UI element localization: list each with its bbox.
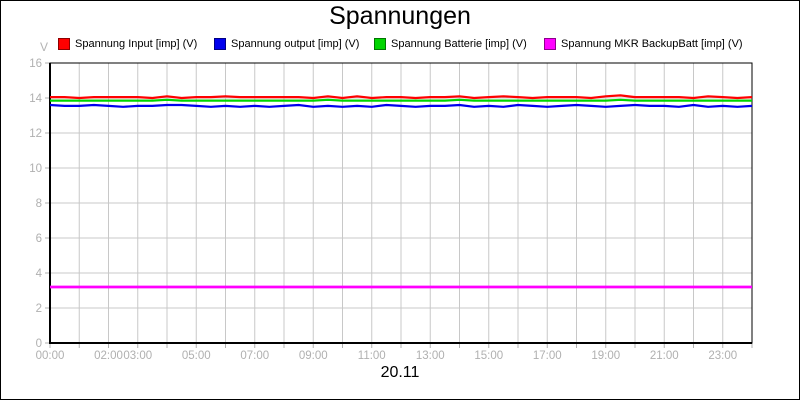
series-line-2 bbox=[50, 98, 752, 102]
y-tick-label: 0 bbox=[36, 338, 42, 350]
x-tick-label: 23:00 bbox=[708, 350, 737, 362]
y-tick-label: 14 bbox=[29, 93, 42, 105]
legend-swatch-icon bbox=[214, 38, 226, 50]
series-line-0 bbox=[50, 94, 753, 100]
series-line-1 bbox=[49, 103, 753, 108]
legend-label: Spannung Input [imp] (V) bbox=[75, 38, 198, 50]
x-tick-label: 03:00 bbox=[123, 350, 152, 362]
chart-title: Spannungen bbox=[329, 2, 471, 30]
x-tick-label: 07:00 bbox=[240, 350, 269, 362]
legend-swatch-icon bbox=[544, 38, 556, 50]
x-tick-label: 15:00 bbox=[474, 350, 503, 362]
legend-label: Spannung output [imp] (V) bbox=[231, 38, 360, 50]
x-axis-date-label: 20.11 bbox=[380, 364, 420, 381]
x-tick-label: 02:00 bbox=[94, 350, 123, 362]
y-tick-label: 12 bbox=[29, 128, 42, 140]
legend-label: Spannung MKR BackupBatt [imp] (V) bbox=[561, 38, 743, 50]
y-tick-label: 8 bbox=[36, 198, 42, 210]
x-tick-label: 11:00 bbox=[358, 350, 386, 362]
x-tick-label: 19:00 bbox=[591, 350, 620, 362]
legend-swatch-icon bbox=[58, 38, 70, 50]
y-tick-label: 2 bbox=[36, 303, 42, 315]
x-tick-label: 17:00 bbox=[533, 350, 562, 362]
legend-item: Spannung Input [imp] (V) bbox=[58, 38, 197, 50]
y-tick-label: 10 bbox=[29, 163, 42, 175]
x-tick-label: 13:00 bbox=[416, 350, 445, 362]
legend-item: Spannung output [imp] (V) bbox=[214, 38, 359, 50]
x-tick-label: 00:00 bbox=[36, 350, 65, 362]
x-tick-label: 09:00 bbox=[299, 350, 328, 362]
y-tick-label: 6 bbox=[36, 233, 42, 245]
legend-item: Spannung Batterie [imp] (V) bbox=[374, 38, 527, 50]
y-tick-label: 4 bbox=[36, 268, 43, 280]
legend-swatch-icon bbox=[374, 38, 386, 50]
x-tick-label: 21:00 bbox=[650, 350, 679, 362]
y-axis-unit-label: V bbox=[40, 40, 49, 54]
legend: Spannung Input [imp] (V) Spannung output … bbox=[1, 38, 799, 52]
legend-label: Spannung Batterie [imp] (V) bbox=[391, 38, 527, 50]
x-tick-label: 05:00 bbox=[182, 350, 211, 362]
y-tick-label: 16 bbox=[29, 58, 42, 70]
legend-item: Spannung MKR BackupBatt [imp] (V) bbox=[544, 38, 743, 50]
